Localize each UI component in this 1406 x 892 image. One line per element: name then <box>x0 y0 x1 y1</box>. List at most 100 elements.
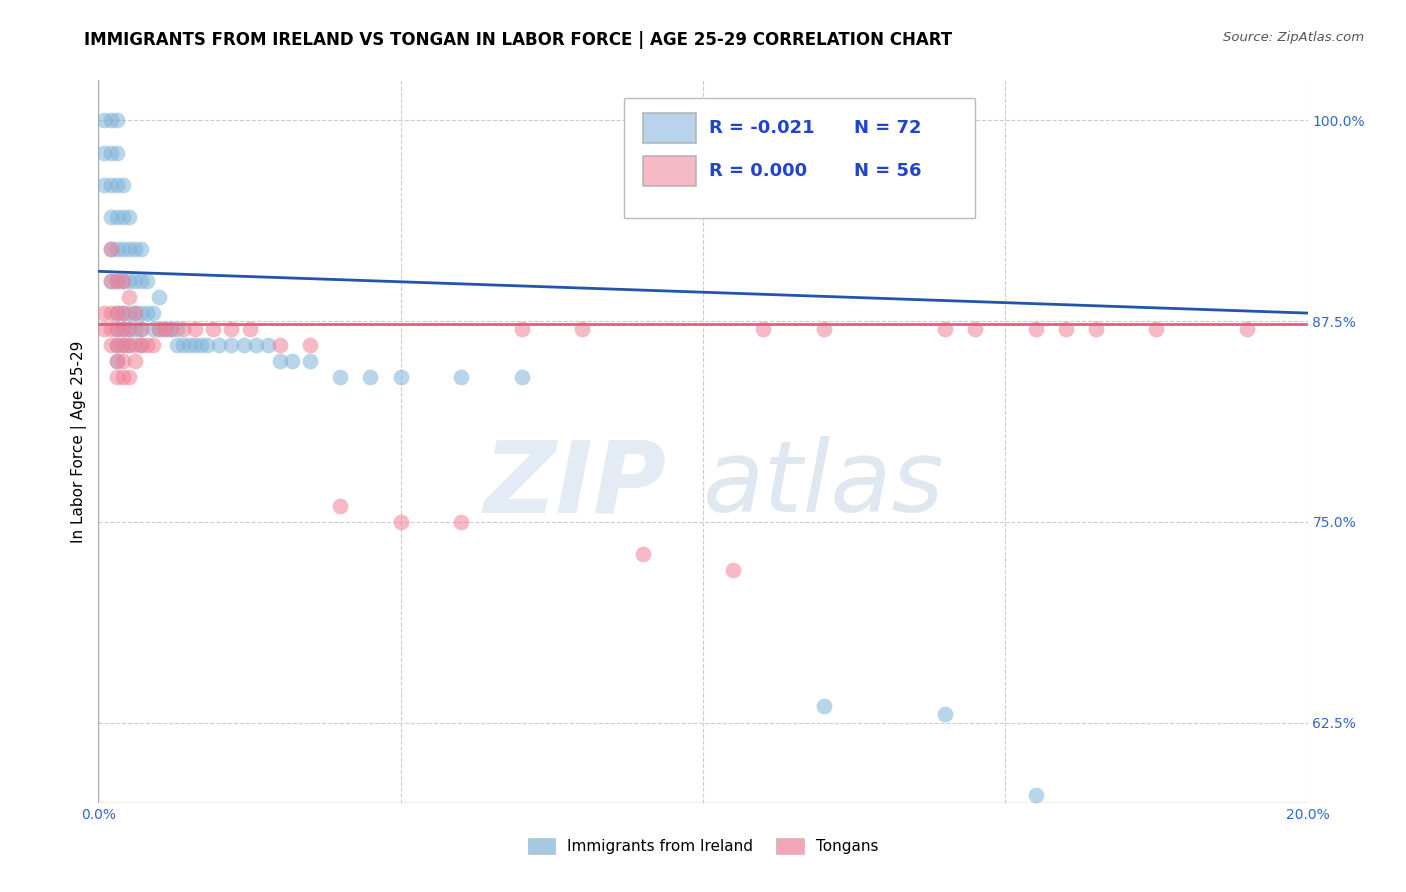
Point <box>105 354 128 368</box>
Point <box>450 370 472 384</box>
Point <box>281 354 304 368</box>
Point <box>100 242 122 256</box>
Point <box>105 370 128 384</box>
Point <box>510 370 533 384</box>
Point <box>111 178 134 192</box>
Point <box>142 338 165 352</box>
Point <box>105 242 128 256</box>
Point <box>631 547 654 561</box>
Point <box>184 338 207 352</box>
Point <box>202 322 225 336</box>
Point <box>111 370 134 384</box>
Text: N = 56: N = 56 <box>855 162 922 180</box>
Point <box>100 242 122 256</box>
Point <box>118 338 141 352</box>
Point <box>153 322 176 336</box>
Point <box>221 338 243 352</box>
Point <box>129 242 152 256</box>
Point <box>124 306 146 320</box>
Point <box>172 322 194 336</box>
Point <box>118 210 141 224</box>
Point <box>129 322 152 336</box>
Point <box>105 274 128 288</box>
Point <box>166 338 188 352</box>
Point <box>100 274 122 288</box>
Point <box>111 274 134 288</box>
Point <box>1054 322 1077 336</box>
FancyBboxPatch shape <box>624 98 976 218</box>
Point <box>105 354 128 368</box>
Point <box>118 242 141 256</box>
Point <box>813 322 835 336</box>
Point <box>965 322 987 336</box>
Text: R = 0.000: R = 0.000 <box>709 162 807 180</box>
Point <box>118 306 141 320</box>
Point <box>172 338 194 352</box>
Point <box>195 338 218 352</box>
Point <box>166 322 188 336</box>
Point <box>111 338 134 352</box>
Point <box>389 370 412 384</box>
Point <box>299 354 322 368</box>
Point <box>105 306 128 320</box>
Text: R = -0.021: R = -0.021 <box>709 119 814 137</box>
Point <box>100 306 122 320</box>
Point <box>299 338 322 352</box>
Point <box>329 499 352 513</box>
Point <box>129 338 152 352</box>
Point <box>221 322 243 336</box>
Point <box>100 113 122 128</box>
Point <box>135 306 157 320</box>
Point <box>111 274 134 288</box>
Point <box>105 322 128 336</box>
Point <box>124 306 146 320</box>
Point <box>111 338 134 352</box>
FancyBboxPatch shape <box>643 112 696 143</box>
Point <box>1024 788 1046 802</box>
Text: IMMIGRANTS FROM IRELAND VS TONGAN IN LABOR FORCE | AGE 25-29 CORRELATION CHART: IMMIGRANTS FROM IRELAND VS TONGAN IN LAB… <box>84 31 952 49</box>
Point <box>1236 322 1258 336</box>
Point <box>100 274 122 288</box>
Point <box>111 322 134 336</box>
Text: Source: ZipAtlas.com: Source: ZipAtlas.com <box>1223 31 1364 45</box>
Point <box>360 370 382 384</box>
Point <box>111 354 134 368</box>
Point <box>118 274 141 288</box>
Point <box>105 322 128 336</box>
Point <box>239 322 262 336</box>
Point <box>153 322 176 336</box>
Point <box>105 274 128 288</box>
Point <box>1144 322 1167 336</box>
Point <box>208 338 231 352</box>
Point <box>93 322 115 336</box>
Text: N = 72: N = 72 <box>855 119 922 137</box>
Point <box>118 338 141 352</box>
Point <box>142 306 165 320</box>
Point <box>129 274 152 288</box>
Point <box>184 322 207 336</box>
Point <box>124 242 146 256</box>
Point <box>118 322 141 336</box>
Point <box>105 113 128 128</box>
Point <box>450 515 472 529</box>
Point <box>118 370 141 384</box>
Point <box>752 322 775 336</box>
Point <box>148 290 170 304</box>
Point <box>111 242 134 256</box>
Point <box>129 306 152 320</box>
Point <box>105 145 128 160</box>
Point <box>934 322 956 336</box>
Point <box>93 306 115 320</box>
Point <box>118 322 141 336</box>
Point <box>160 322 183 336</box>
Point <box>129 322 152 336</box>
Point <box>93 145 115 160</box>
Point <box>245 338 267 352</box>
Point <box>124 322 146 336</box>
Point <box>135 274 157 288</box>
Point <box>111 306 134 320</box>
Point <box>100 338 122 352</box>
Point <box>111 306 134 320</box>
Point <box>105 306 128 320</box>
Point <box>269 338 291 352</box>
